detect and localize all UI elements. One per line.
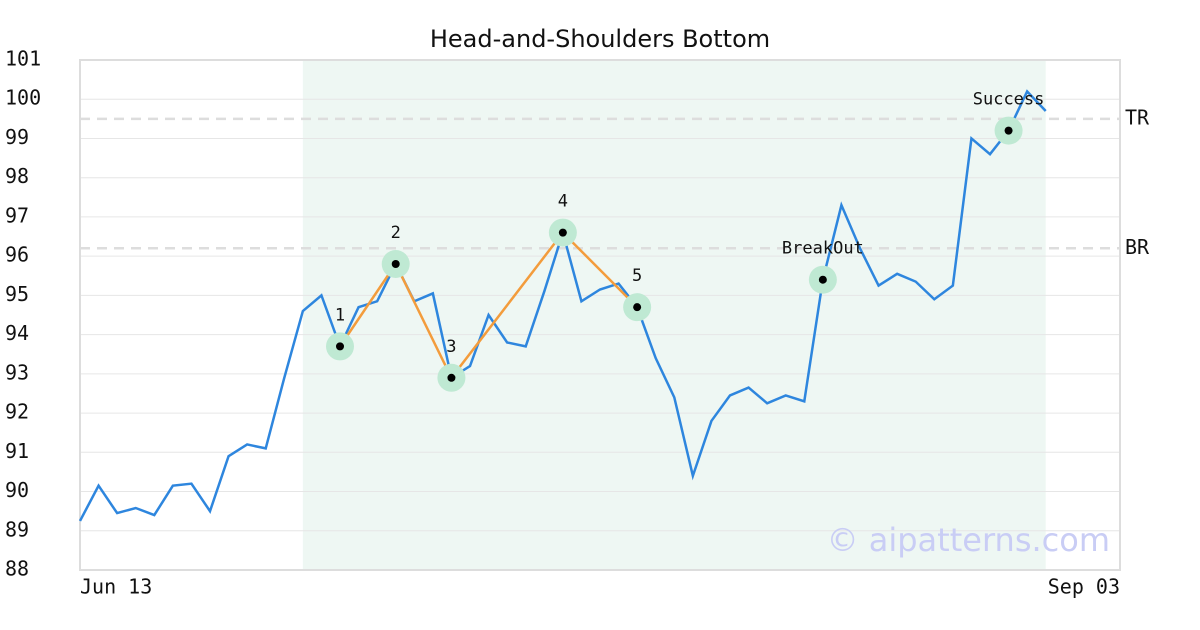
pattern-point-dot [336, 342, 344, 351]
y-tick-label: 94 [5, 321, 29, 345]
pattern-point-dot [633, 303, 642, 312]
pattern-point-label: 1 [335, 305, 345, 325]
level-label: BR [1125, 235, 1150, 259]
y-tick-label: 98 [5, 164, 29, 188]
y-tick-label: 97 [5, 203, 29, 227]
pattern-point-label: 5 [632, 266, 642, 286]
y-tick-label: 92 [5, 400, 29, 424]
signal-label: BreakOut [782, 239, 864, 259]
level-label: TR [1125, 105, 1150, 129]
pattern-point-dot [558, 228, 567, 237]
pattern-point-dot [447, 373, 456, 382]
y-tick-label: 89 [5, 517, 29, 541]
signal-dot [818, 275, 827, 284]
y-tick-label: 96 [5, 243, 29, 267]
pattern-point-label: 3 [446, 337, 456, 357]
pattern-point-label: 2 [391, 223, 401, 243]
x-tick-label: Jun 13 [80, 575, 152, 599]
x-tick-label: Sep 03 [1048, 575, 1120, 599]
pattern-point-dot [391, 260, 400, 268]
y-tick-label: 101 [5, 47, 41, 71]
y-tick-label: 90 [5, 478, 29, 502]
y-tick-label: 88 [5, 557, 29, 581]
pattern-point-label: 4 [558, 192, 568, 212]
signal-dot [1004, 126, 1013, 135]
plot-frame [79, 59, 1121, 571]
y-tick-label: 99 [5, 125, 29, 149]
watermark: © aipatterns.com [827, 521, 1110, 559]
y-tick-label: 91 [5, 439, 29, 463]
y-tick-label: 93 [5, 360, 29, 384]
signal-label: Success [973, 90, 1045, 110]
pattern-region [302, 60, 1046, 570]
chart-title: Head-and-Shoulders Bottom [430, 25, 770, 53]
y-tick-label: 95 [5, 282, 29, 306]
y-tick-label: 100 [5, 86, 41, 110]
